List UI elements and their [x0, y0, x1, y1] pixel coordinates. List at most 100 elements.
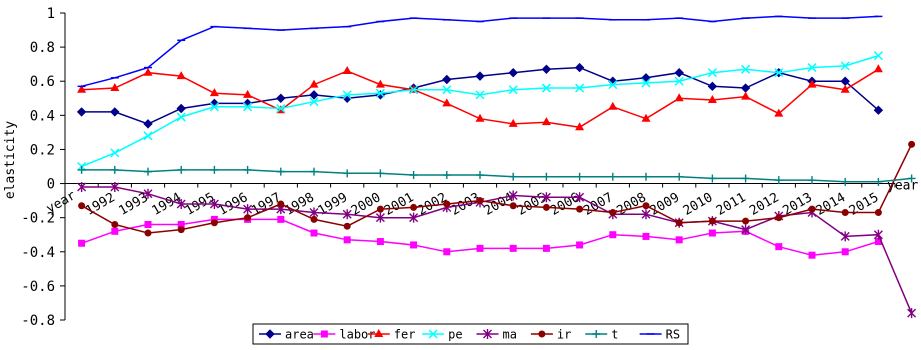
series-line-ir: [81, 143, 913, 234]
data-point: [442, 85, 452, 95]
data-point: [808, 176, 816, 185]
data-point: [608, 80, 618, 90]
series-fer: [77, 64, 883, 131]
series-labor: [78, 215, 882, 259]
data-point: [907, 174, 916, 183]
data-point: [774, 68, 784, 78]
data-point: [309, 79, 319, 88]
legend-label: ma: [503, 328, 517, 342]
series-line-t: [81, 169, 912, 183]
data-point: [143, 188, 153, 199]
data-point: [742, 217, 750, 225]
data-point: [343, 222, 351, 230]
data-point: [244, 214, 252, 222]
legend-item-labor: labor: [313, 328, 376, 342]
data-point: [209, 102, 219, 112]
data-point: [675, 219, 683, 227]
data-point: [475, 90, 485, 100]
data-point: [409, 171, 418, 180]
data-point: [76, 107, 87, 117]
x-tick-label: 2010: [681, 190, 716, 219]
data-point: [841, 177, 850, 186]
data-point: [376, 238, 384, 246]
x-tick-label: 2009: [648, 190, 683, 219]
data-point: [144, 167, 152, 176]
data-point: [608, 101, 618, 110]
data-point: [874, 238, 882, 246]
data-point: [740, 83, 751, 93]
series-t: [77, 165, 916, 186]
data-point: [840, 84, 850, 93]
data-point: [908, 140, 916, 148]
legend-item-rs: RS: [639, 328, 680, 342]
data-point: [77, 181, 87, 192]
data-point: [243, 204, 253, 215]
series-layer: [76, 15, 917, 319]
data-point: [375, 90, 386, 100]
data-point: [310, 229, 318, 237]
data-point: [375, 212, 385, 223]
series-ir: [78, 140, 916, 237]
data-point: [111, 227, 119, 235]
data-point: [110, 148, 120, 158]
data-point: [143, 131, 153, 141]
data-point: [641, 113, 651, 122]
data-point: [376, 169, 385, 178]
legend-marker: [265, 329, 275, 339]
data-point: [674, 67, 684, 78]
data-point: [642, 202, 650, 210]
data-point: [209, 199, 219, 210]
data-point: [442, 74, 452, 85]
data-point: [608, 172, 617, 181]
y-tick-label: 1: [47, 6, 55, 22]
data-point: [310, 215, 318, 223]
data-point: [77, 165, 86, 174]
y-tick-label: 0.2: [30, 142, 55, 158]
legend-label: pe: [448, 328, 462, 342]
data-point: [841, 248, 849, 256]
y-tick-label: 0.6: [30, 74, 55, 90]
data-point: [176, 199, 186, 210]
data-point: [576, 205, 584, 213]
data-point: [641, 78, 651, 88]
data-point: [774, 108, 784, 117]
data-point: [343, 169, 352, 178]
data-point: [707, 81, 718, 92]
data-point: [807, 63, 817, 73]
data-point: [177, 220, 185, 228]
legend-marker: [374, 329, 384, 337]
data-point: [874, 177, 883, 186]
data-point: [110, 107, 120, 117]
data-point: [309, 90, 319, 100]
data-point: [176, 112, 186, 122]
data-point: [509, 244, 517, 252]
data-point: [741, 91, 751, 100]
data-point: [177, 226, 185, 234]
legend-box: [252, 323, 689, 345]
data-point: [542, 172, 551, 181]
data-point: [410, 241, 418, 249]
data-point: [78, 239, 86, 247]
data-point: [808, 251, 816, 259]
data-point: [375, 88, 385, 98]
data-point: [674, 76, 684, 86]
data-point: [143, 67, 153, 76]
data-point: [907, 308, 917, 319]
data-point: [144, 229, 152, 237]
legend-marker: [320, 330, 328, 338]
data-point: [243, 165, 252, 174]
legend-label: RS: [666, 328, 680, 342]
legend-item-ir: ir: [530, 328, 571, 342]
data-point: [475, 113, 485, 122]
data-point: [873, 64, 883, 73]
x-tick-label: 2011: [714, 190, 749, 219]
y-axis: -0.8 -0.6 -0.4 -0.2 0 0.2 0.4 0.6 0.8 1: [21, 6, 66, 329]
legend-label: fer: [394, 328, 416, 342]
legend-item-t: t: [585, 328, 618, 342]
data-point: [574, 62, 585, 73]
data-point: [775, 243, 783, 251]
legend-marker: [483, 329, 492, 339]
data-point: [143, 119, 153, 129]
data-point: [508, 118, 518, 127]
legend-label: t: [611, 328, 618, 342]
